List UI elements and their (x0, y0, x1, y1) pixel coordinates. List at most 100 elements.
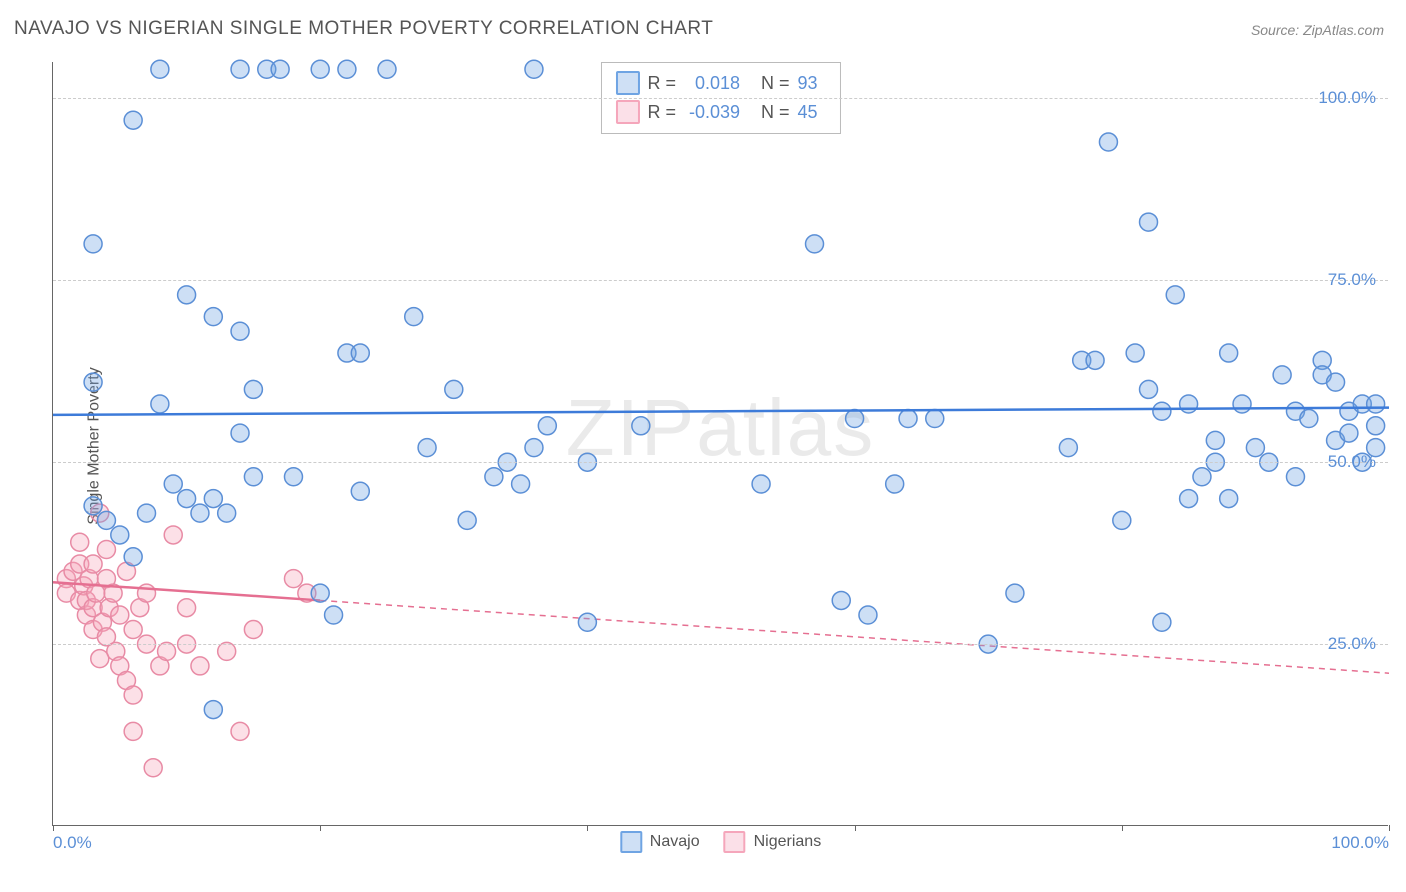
y-tick-label: 100.0% (1318, 88, 1376, 108)
scatter-point-navajo (138, 504, 156, 522)
scatter-point-navajo (164, 475, 182, 493)
stats-row-navajo: R = 0.018 N = 93 (615, 69, 825, 98)
stats-n-value: 45 (798, 98, 826, 127)
scatter-point-navajo (485, 468, 503, 486)
scatter-point-navajo (311, 60, 329, 78)
gridline (53, 98, 1388, 99)
scatter-point-nigerians (97, 541, 115, 559)
scatter-point-navajo (1220, 344, 1238, 362)
y-tick-label: 25.0% (1328, 634, 1376, 654)
scatter-point-navajo (111, 526, 129, 544)
scatter-point-navajo (1086, 351, 1104, 369)
scatter-point-navajo (351, 482, 369, 500)
scatter-point-nigerians (71, 533, 89, 551)
scatter-point-nigerians (84, 555, 102, 573)
scatter-point-navajo (84, 497, 102, 515)
x-tick-label: 0.0% (53, 833, 92, 853)
stats-r-value: -0.039 (684, 98, 740, 127)
scatter-point-navajo (1286, 468, 1304, 486)
scatter-point-navajo (1327, 373, 1345, 391)
scatter-point-navajo (1166, 286, 1184, 304)
scatter-point-navajo (1113, 511, 1131, 529)
scatter-point-navajo (1140, 380, 1158, 398)
scatter-point-nigerians (284, 570, 302, 588)
scatter-point-nigerians (164, 526, 182, 544)
chart-title: NAVAJO VS NIGERIAN SINGLE MOTHER POVERTY… (14, 18, 713, 40)
scatter-point-navajo (538, 417, 556, 435)
scatter-point-navajo (886, 475, 904, 493)
scatter-point-navajo (178, 286, 196, 304)
scatter-point-navajo (1099, 133, 1117, 151)
legend: Navajo Nigerians (620, 831, 821, 853)
scatter-point-navajo (846, 410, 864, 428)
y-tick-label: 75.0% (1328, 270, 1376, 290)
scatter-point-navajo (231, 60, 249, 78)
scatter-point-nigerians (191, 657, 209, 675)
scatter-point-navajo (204, 308, 222, 326)
scatter-point-navajo (1367, 395, 1385, 413)
scatter-point-navajo (525, 439, 543, 457)
x-tick (587, 825, 588, 831)
scatter-point-navajo (218, 504, 236, 522)
scatter-point-navajo (525, 60, 543, 78)
stats-swatch-nigerians (615, 100, 639, 124)
x-tick-label: 100.0% (1331, 833, 1389, 853)
scatter-point-nigerians (124, 722, 142, 740)
scatter-point-navajo (1273, 366, 1291, 384)
trend-line-nigerians-extrapolated (320, 600, 1389, 673)
gridline (53, 280, 1388, 281)
stats-r-label: R = (647, 69, 676, 98)
scatter-point-navajo (752, 475, 770, 493)
scatter-point-navajo (284, 468, 302, 486)
scatter-point-nigerians (124, 686, 142, 704)
scatter-point-nigerians (138, 584, 156, 602)
scatter-point-nigerians (111, 606, 129, 624)
scatter-point-navajo (178, 490, 196, 508)
legend-item-nigerians: Nigerians (724, 831, 822, 853)
legend-label: Nigerians (754, 833, 822, 851)
x-tick (53, 825, 54, 831)
scatter-point-navajo (1206, 431, 1224, 449)
scatter-point-navajo (405, 308, 423, 326)
scatter-point-navajo (191, 504, 209, 522)
stats-n-label: N = (761, 69, 790, 98)
scatter-point-navajo (204, 701, 222, 719)
scatter-plot-svg (53, 62, 1388, 825)
scatter-point-navajo (1006, 584, 1024, 602)
scatter-point-navajo (1140, 213, 1158, 231)
scatter-point-navajo (899, 410, 917, 428)
scatter-point-navajo (578, 613, 596, 631)
scatter-point-navajo (204, 490, 222, 508)
scatter-point-navajo (806, 235, 824, 253)
legend-swatch-navajo (620, 831, 642, 853)
scatter-point-navajo (244, 468, 262, 486)
scatter-point-nigerians (244, 621, 262, 639)
legend-swatch-nigerians (724, 831, 746, 853)
scatter-point-navajo (832, 591, 850, 609)
gridline (53, 644, 1388, 645)
scatter-point-navajo (271, 60, 289, 78)
scatter-point-navajo (1059, 439, 1077, 457)
stats-r-label: R = (647, 98, 676, 127)
scatter-point-navajo (1126, 344, 1144, 362)
scatter-point-navajo (1246, 439, 1264, 457)
scatter-point-nigerians (124, 621, 142, 639)
scatter-point-navajo (84, 373, 102, 391)
scatter-point-navajo (1367, 417, 1385, 435)
scatter-point-navajo (632, 417, 650, 435)
source-attribution: Source: ZipAtlas.com (1251, 22, 1384, 38)
scatter-point-navajo (1193, 468, 1211, 486)
stats-r-value: 0.018 (684, 69, 740, 98)
scatter-point-navajo (338, 60, 356, 78)
scatter-point-navajo (244, 380, 262, 398)
stats-n-value: 93 (798, 69, 826, 98)
chart-container: NAVAJO VS NIGERIAN SINGLE MOTHER POVERTY… (0, 0, 1406, 892)
legend-label: Navajo (650, 833, 700, 851)
scatter-point-nigerians (91, 650, 109, 668)
scatter-point-navajo (1180, 395, 1198, 413)
x-tick (320, 825, 321, 831)
scatter-point-navajo (1233, 395, 1251, 413)
scatter-point-navajo (351, 344, 369, 362)
scatter-point-navajo (1340, 424, 1358, 442)
scatter-point-navajo (1153, 402, 1171, 420)
